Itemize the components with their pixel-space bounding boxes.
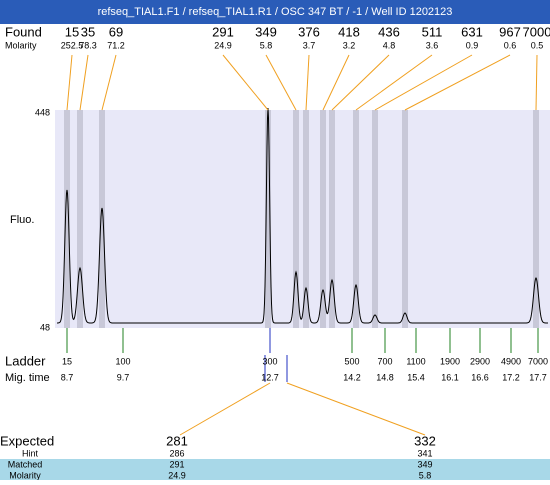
found-size: 967: [499, 24, 521, 39]
found-size: 418: [338, 24, 360, 39]
found-size: 35: [81, 24, 95, 39]
found-size: 15: [65, 24, 79, 39]
ladder-time: 12.7: [261, 372, 279, 382]
peak-band: [329, 110, 335, 328]
y-axis-label: Fluo.: [10, 214, 34, 226]
found-molarity: 78.3: [79, 40, 97, 50]
peak-band: [353, 110, 359, 328]
peak-band: [77, 110, 83, 328]
found-size: 631: [461, 24, 483, 39]
y-top-label: 448: [35, 107, 50, 117]
found-molarity: 3.7: [303, 40, 316, 50]
connector: [179, 382, 271, 436]
ladder-time: 14.8: [376, 372, 394, 382]
found-molarity: 5.8: [260, 40, 273, 50]
expected-size: 281: [166, 433, 188, 448]
found-label: Found: [5, 24, 42, 39]
ladder-size: 15: [62, 356, 72, 366]
ladder-time: 8.7: [61, 372, 74, 382]
found-size: 511: [422, 24, 443, 39]
ladder-time: 16.6: [471, 372, 489, 382]
peak-connector: [355, 54, 433, 111]
found-molarity: 4.8: [383, 40, 396, 50]
peak-connector: [265, 54, 297, 111]
title-bar: [0, 0, 550, 24]
peak-band: [64, 110, 70, 328]
found-molarity: 0.9: [466, 40, 479, 50]
plot-area: [55, 110, 550, 328]
expected-size: 332: [414, 433, 436, 448]
peak-connector: [322, 54, 350, 111]
peak-connector: [305, 54, 310, 111]
found-size: 349: [255, 24, 277, 39]
ladder-time: 9.7: [117, 372, 130, 382]
peak-band: [320, 110, 326, 328]
title: refseq_TIAL1.F1 / refseq_TIAL1.R1 / OSC …: [98, 6, 453, 18]
ladder-time: 14.2: [343, 372, 361, 382]
ladder-label: Ladder: [5, 353, 46, 368]
peak-band: [293, 110, 299, 328]
ladder-size: 4900: [501, 356, 521, 366]
ladder-size: 7000: [528, 356, 548, 366]
ladder-size: 1900: [440, 356, 460, 366]
expected-label: Expected: [0, 433, 54, 448]
mig-time-label: Mig. time: [5, 372, 50, 384]
ladder-time: 16.1: [441, 372, 459, 382]
matched-band: [0, 459, 550, 480]
peak-connector: [535, 54, 538, 111]
hint-size: 286: [169, 448, 184, 458]
found-molarity: 0.5: [531, 40, 544, 50]
ladder-size: 500: [344, 356, 359, 366]
ladder-time: 17.7: [529, 372, 547, 382]
found-size: 291: [212, 24, 234, 39]
found-molarity: 71.2: [107, 40, 125, 50]
y-bottom-label: 48: [40, 322, 50, 332]
found-size: 69: [109, 24, 123, 39]
peak-connector: [222, 54, 269, 111]
ladder-size: 1100: [406, 356, 425, 366]
matched-label: Matched: [8, 459, 43, 469]
trace: [57, 107, 548, 324]
hint-size: 341: [417, 448, 432, 458]
found-molarity: 0.6: [504, 40, 517, 50]
peak-connector: [374, 54, 473, 111]
found-size: 376: [298, 24, 320, 39]
peak-band: [372, 110, 378, 328]
peak-connector: [404, 54, 511, 111]
molarity-label: Molarity: [9, 470, 41, 480]
matched-size: 291: [169, 459, 184, 469]
connector: [286, 382, 426, 436]
peak-band: [303, 110, 309, 328]
found-size: 7000: [523, 24, 550, 39]
ladder-time: 17.2: [502, 372, 520, 382]
peak-connector: [101, 54, 117, 111]
ladder-size: 300: [262, 356, 277, 366]
peak-connector: [331, 54, 390, 111]
ladder-size: 100: [115, 356, 130, 366]
found-molarity-label: Molarity: [5, 40, 37, 50]
peak-band: [402, 110, 408, 328]
found-molarity: 3.6: [426, 40, 439, 50]
peak-connector: [79, 54, 89, 111]
peak-connector: [66, 54, 73, 111]
found-molarity: 3.2: [343, 40, 356, 50]
peak-band: [99, 110, 105, 328]
ladder-time: 15.4: [407, 372, 425, 382]
matched-size: 349: [417, 459, 432, 469]
peak-band: [533, 110, 539, 328]
matched-molarity: 5.8: [419, 470, 432, 480]
peak-band: [265, 110, 271, 328]
found-molarity: 252.5: [61, 40, 84, 50]
hint-label: Hint: [22, 448, 39, 458]
matched-molarity: 24.9: [168, 470, 186, 480]
found-molarity: 24.9: [214, 40, 232, 50]
ladder-size: 700: [377, 356, 392, 366]
ladder-size: 2900: [470, 356, 490, 366]
found-size: 436: [378, 24, 400, 39]
